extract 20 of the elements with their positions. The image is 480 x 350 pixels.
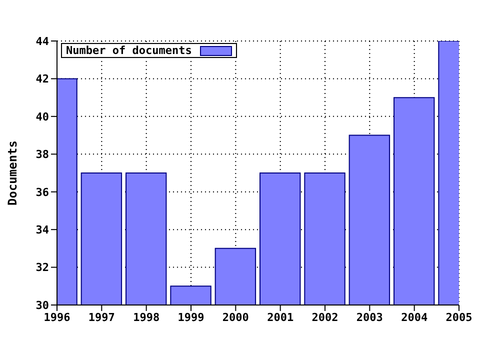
y-tick-label: 38 xyxy=(36,148,49,162)
x-tick-label: 2005 xyxy=(446,310,472,324)
y-tick-label: 44 xyxy=(36,34,50,48)
x-tick-label: 2004 xyxy=(401,310,428,324)
x-tick-label: 1997 xyxy=(88,310,115,324)
y-tick-label: 36 xyxy=(36,186,50,199)
y-tick-label: 42 xyxy=(36,72,49,86)
x-tick-label: 1998 xyxy=(133,310,160,324)
x-tick-label: 2000 xyxy=(222,310,249,324)
y-tick-label: 30 xyxy=(36,298,49,312)
x-tick-label: 2003 xyxy=(356,310,383,324)
legend-label: Number of documents xyxy=(66,44,192,57)
y-tick-label: 34 xyxy=(36,223,50,236)
x-tick-label: 2001 xyxy=(267,310,294,324)
x-tick-label: 2002 xyxy=(312,310,338,324)
x-tick-label: 1999 xyxy=(178,310,204,324)
y-tick-label: 32 xyxy=(36,261,49,274)
x-tick-label: 1996 xyxy=(44,310,71,324)
y-tick-label: 40 xyxy=(36,110,49,124)
y-axis-title: Documents xyxy=(5,140,20,206)
